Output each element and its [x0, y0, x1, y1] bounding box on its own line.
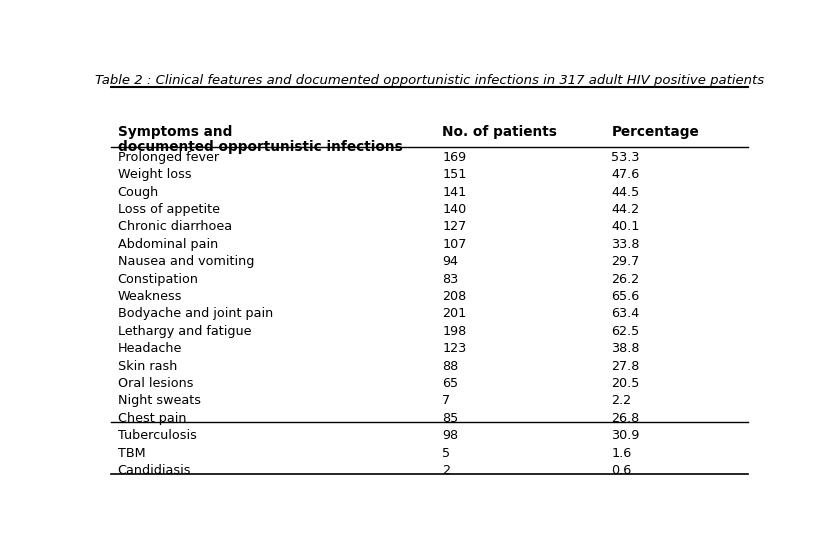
Text: 127: 127 — [442, 221, 467, 233]
Text: 20.5: 20.5 — [612, 377, 639, 390]
Text: Lethargy and fatigue: Lethargy and fatigue — [117, 325, 251, 338]
Text: 63.4: 63.4 — [612, 307, 639, 320]
Text: Cough: Cough — [117, 186, 159, 199]
Text: Headache: Headache — [117, 342, 182, 355]
Text: 141: 141 — [442, 186, 467, 199]
Text: 65.6: 65.6 — [612, 290, 639, 303]
Text: Percentage: Percentage — [612, 125, 699, 139]
Text: Bodyache and joint pain: Bodyache and joint pain — [117, 307, 273, 320]
Text: 201: 201 — [442, 307, 467, 320]
Text: 198: 198 — [442, 325, 467, 338]
Text: 94: 94 — [442, 255, 458, 268]
Text: 26.8: 26.8 — [612, 412, 639, 424]
Text: 30.9: 30.9 — [612, 429, 639, 442]
Text: 1.6: 1.6 — [612, 447, 632, 459]
Text: 123: 123 — [442, 342, 467, 355]
Text: 44.5: 44.5 — [612, 186, 639, 199]
Text: 65: 65 — [442, 377, 458, 390]
Text: 169: 169 — [442, 151, 467, 164]
Text: 83: 83 — [442, 273, 458, 286]
Text: 88: 88 — [442, 359, 458, 372]
Text: 140: 140 — [442, 203, 467, 216]
Text: 7: 7 — [442, 394, 451, 407]
Text: documented opportunistic infections: documented opportunistic infections — [117, 140, 402, 154]
Text: Oral lesions: Oral lesions — [117, 377, 194, 390]
Text: TBM: TBM — [117, 447, 145, 459]
Text: Nausea and vomiting: Nausea and vomiting — [117, 255, 254, 268]
Text: 53.3: 53.3 — [612, 151, 640, 164]
Text: 26.2: 26.2 — [612, 273, 639, 286]
Text: 38.8: 38.8 — [612, 342, 640, 355]
Text: Loss of appetite: Loss of appetite — [117, 203, 220, 216]
Text: Chest pain: Chest pain — [117, 412, 186, 424]
Text: No. of patients: No. of patients — [442, 125, 557, 139]
Text: 151: 151 — [442, 168, 467, 181]
Text: 62.5: 62.5 — [612, 325, 639, 338]
Text: Chronic diarrhoea: Chronic diarrhoea — [117, 221, 232, 233]
Text: Constipation: Constipation — [117, 273, 199, 286]
Text: Prolonged fever: Prolonged fever — [117, 151, 219, 164]
Text: Abdominal pain: Abdominal pain — [117, 238, 218, 251]
Text: 40.1: 40.1 — [612, 221, 639, 233]
Text: Weakness: Weakness — [117, 290, 182, 303]
Text: Night sweats: Night sweats — [117, 394, 201, 407]
Text: 33.8: 33.8 — [612, 238, 640, 251]
Text: Candidiasis: Candidiasis — [117, 464, 191, 477]
Text: 98: 98 — [442, 429, 458, 442]
Text: Skin rash: Skin rash — [117, 359, 177, 372]
Text: 208: 208 — [442, 290, 467, 303]
Text: 107: 107 — [442, 238, 467, 251]
Text: Symptoms and: Symptoms and — [117, 125, 232, 139]
Text: 27.8: 27.8 — [612, 359, 639, 372]
Text: Table 2 : Clinical features and documented opportunistic infections in 317 adult: Table 2 : Clinical features and document… — [95, 74, 764, 87]
Text: Weight loss: Weight loss — [117, 168, 191, 181]
Text: 85: 85 — [442, 412, 458, 424]
Text: Tuberculosis: Tuberculosis — [117, 429, 197, 442]
Text: 2: 2 — [442, 464, 451, 477]
Text: 47.6: 47.6 — [612, 168, 639, 181]
Text: 0.6: 0.6 — [612, 464, 632, 477]
Text: 5: 5 — [442, 447, 451, 459]
Text: 29.7: 29.7 — [612, 255, 639, 268]
Text: 2.2: 2.2 — [612, 394, 632, 407]
Text: 44.2: 44.2 — [612, 203, 639, 216]
